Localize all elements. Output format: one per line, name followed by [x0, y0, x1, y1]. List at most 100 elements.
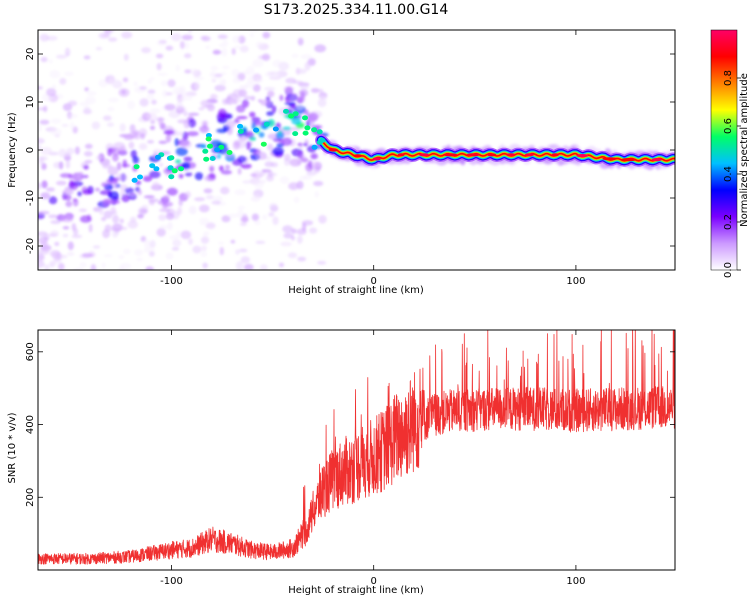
spectrogram-cell	[179, 41, 185, 49]
spectrogram-cell	[184, 42, 190, 50]
spectrogram-cell	[160, 80, 168, 87]
spectrogram-cell	[222, 65, 230, 69]
spectrogram-cell	[309, 119, 315, 126]
spectrogram-cell	[255, 78, 264, 83]
spectrogram-cell	[146, 93, 155, 100]
spectrogram-cell	[108, 191, 120, 200]
spectrogram-cell	[237, 155, 247, 163]
spectrogram-cell	[249, 111, 256, 118]
spectrogram-cell	[92, 323, 102, 328]
spectrogram-cell	[200, 251, 208, 257]
spectrogram-cell	[188, 30, 193, 33]
spectrogram-cell	[205, 222, 216, 229]
snr-panel: -100 0 100 200 400 600 Height of straight li…	[7, 329, 676, 596]
spectrogram-cell	[133, 81, 139, 86]
spectrogram-cell	[46, 35, 58, 41]
y-tick-label: 10	[25, 96, 36, 109]
spectrogram-hotspot	[602, 157, 617, 161]
spectrogram-cell	[66, 147, 75, 155]
spectrogram-cell	[182, 131, 189, 141]
spectrogram-peak	[263, 121, 270, 127]
spectrogram-cell	[38, 107, 47, 111]
spectrogram-cell	[180, 230, 192, 240]
spectrogram-cell	[232, 141, 240, 150]
spectrogram-cell	[108, 97, 119, 103]
spectrogram-cell	[220, 72, 227, 76]
spectrogram-cell	[205, 45, 211, 49]
spectrogram-cell	[106, 122, 115, 127]
spectrogram-cell	[203, 231, 210, 235]
spectrogram-cell	[142, 175, 153, 182]
spectrogram-cell	[43, 236, 50, 240]
spectrogram-hotspot	[353, 154, 362, 158]
spectrogram-cell	[38, 138, 45, 144]
spectrogram-cell	[145, 266, 154, 270]
spectrogram-cell	[116, 173, 128, 182]
spectrogram-cell	[186, 131, 199, 137]
spectrogram-cell	[52, 251, 62, 261]
spectrogram-cell	[202, 262, 208, 269]
spectrogram-cell	[175, 159, 182, 164]
colorbar-tick-label: 0.2	[723, 214, 734, 230]
spectrogram-cell	[165, 45, 174, 51]
spectrogram-cell	[237, 205, 246, 210]
spectrogram-cell	[285, 77, 297, 84]
spectrogram-cell	[83, 55, 91, 60]
spectrogram-cell	[220, 186, 230, 195]
spectrogram-cell	[241, 99, 249, 108]
spectrogram-cell	[157, 72, 169, 76]
spectrogram-cell	[157, 291, 163, 298]
x-tick-label: 0	[371, 576, 377, 587]
spectrogram-cell	[122, 77, 129, 83]
spectrogram-cell	[174, 138, 179, 147]
spectrogram-cell	[240, 216, 249, 223]
spectrogram-cell	[137, 214, 144, 219]
spectrogram-cell	[217, 34, 228, 39]
spectrogram-cell	[227, 213, 240, 218]
spectrogram-cell	[111, 228, 122, 232]
spectrogram-cell	[181, 34, 193, 41]
spectrogram-cell	[98, 32, 110, 39]
spectrogram-cell	[302, 175, 313, 180]
spectrogram-cell	[124, 187, 134, 194]
spectrogram-cell	[219, 246, 225, 256]
spectrogram-cell	[165, 92, 173, 96]
spectrogram-cell	[86, 214, 92, 221]
y-tick-label: 20	[25, 48, 36, 61]
spectrogram-cell	[295, 104, 304, 110]
spectrogram-cell	[175, 147, 188, 156]
spectrogram-peak	[319, 137, 326, 143]
spectrogram-cell	[310, 153, 318, 160]
spectrogram-cell	[300, 157, 309, 163]
spectrogram-cell	[231, 69, 241, 77]
spectrogram-cell	[65, 48, 71, 54]
spectrogram-cell	[159, 224, 169, 230]
spectrogram-cell	[53, 276, 63, 284]
spectrogram-cell	[103, 254, 113, 258]
spectrogram-cell	[245, 81, 256, 88]
spectrogram-cell	[84, 87, 89, 92]
spectrogram-cell	[123, 53, 129, 61]
spectrogram-cell	[178, 198, 183, 207]
spectrogram-cell	[283, 232, 294, 239]
spectrogram-cell	[119, 123, 126, 132]
spectrogram-cell	[137, 189, 142, 196]
spectrogram-y-ticks: -20 -10 0 10 20	[25, 48, 675, 254]
spectrogram-cell	[193, 76, 205, 81]
spectrogram-cell	[40, 240, 49, 250]
snr-x-ticks: -100 0 100	[160, 330, 585, 587]
spectrogram-cell	[295, 67, 301, 75]
spectrogram-cell	[313, 180, 324, 187]
spectrogram-cell	[209, 165, 215, 173]
spectrogram-cell	[243, 263, 254, 270]
spectrogram-cell	[38, 145, 42, 150]
spectrogram-cell	[254, 121, 265, 126]
spectrogram-cell	[258, 132, 265, 138]
spectrogram-cell	[56, 54, 67, 59]
spectrogram-cell	[183, 119, 190, 129]
spectrogram-cell	[71, 234, 83, 239]
spectrogram-cell	[102, 198, 110, 208]
spectrogram-peak	[237, 123, 244, 129]
spectrogram-cell	[151, 99, 157, 105]
spectrogram-cell	[116, 162, 122, 171]
